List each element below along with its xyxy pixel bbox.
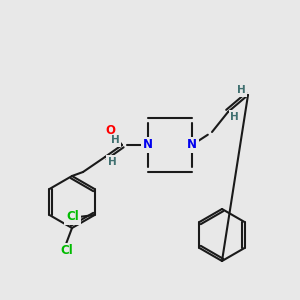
Text: Cl: Cl [61, 244, 74, 257]
Text: N: N [187, 139, 197, 152]
Text: N: N [143, 139, 153, 152]
Text: H: H [111, 135, 119, 145]
Text: H: H [237, 85, 246, 95]
Text: H: H [108, 157, 116, 167]
Text: O: O [105, 124, 115, 136]
Text: Cl: Cl [66, 211, 79, 224]
Text: H: H [230, 112, 239, 122]
